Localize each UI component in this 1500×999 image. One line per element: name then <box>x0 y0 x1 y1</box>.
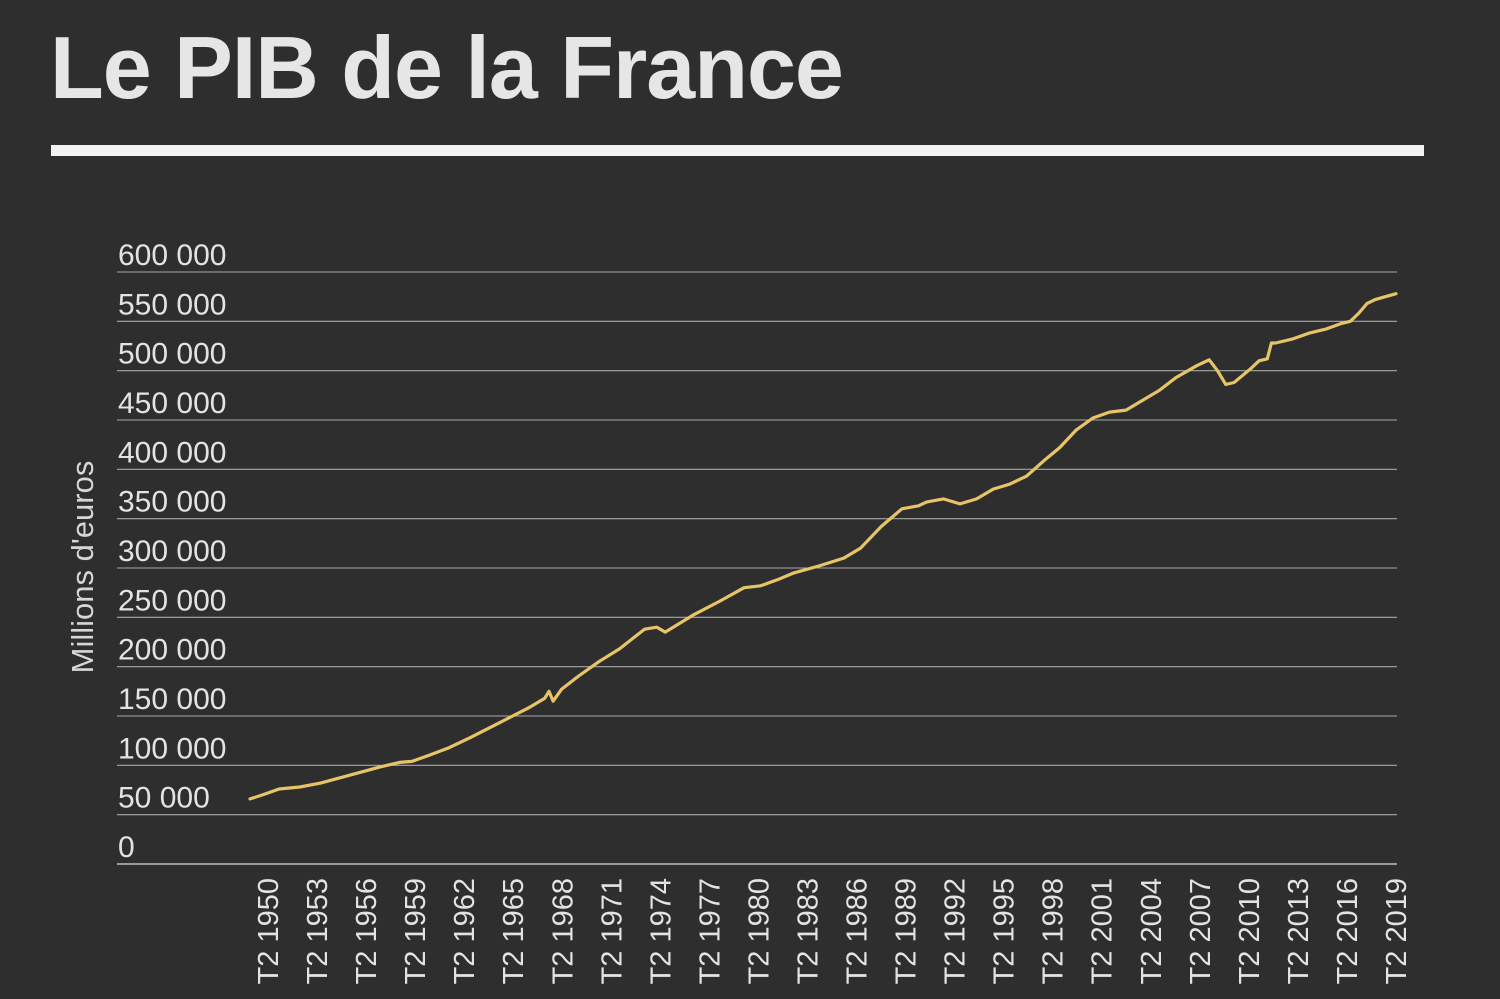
x-tick-label: T2 1953 <box>302 878 334 984</box>
y-tick-label: 400 000 <box>118 436 226 469</box>
x-tick-label: T2 2004 <box>1136 878 1168 984</box>
y-axis-ticks: 0 50 000 100 000 150 000 200 000 250 000 300 0… <box>118 239 226 864</box>
x-tick-label: T2 1965 <box>498 878 530 984</box>
y-tick-label: 500 000 <box>118 338 226 371</box>
gridlines <box>117 271 1397 865</box>
series-group <box>248 292 1398 801</box>
x-tick-label: T2 1962 <box>449 878 481 984</box>
y-tick-label: 250 000 <box>118 584 226 617</box>
x-tick-label: T2 1974 <box>645 878 677 984</box>
y-tick-label: 0 <box>118 831 135 864</box>
x-tick-label: T2 2016 <box>1332 878 1364 984</box>
title-divider <box>51 145 1424 156</box>
y-tick-label: 300 000 <box>118 535 226 568</box>
x-tick-label: T2 1992 <box>940 878 972 984</box>
chart-title: Le PIB de la France <box>50 18 844 117</box>
x-tick-label: T2 1995 <box>989 878 1021 984</box>
x-tick-label: T2 1998 <box>1038 878 1070 984</box>
x-tick-label: T2 1971 <box>596 878 628 984</box>
x-tick-label: T2 1956 <box>351 878 383 984</box>
x-tick-label: T2 1986 <box>842 878 874 984</box>
y-tick-label: 50 000 <box>118 782 210 815</box>
x-axis-ticks: T2 1950 T2 1953 T2 1956 T2 1959 T2 1962 T2 19… <box>253 878 1413 984</box>
x-tick-label: T2 1959 <box>400 878 432 984</box>
y-tick-label: 450 000 <box>118 387 226 420</box>
x-tick-label: T2 1977 <box>694 878 726 984</box>
y-tick-label: 100 000 <box>118 732 226 765</box>
x-tick-label: T2 1950 <box>253 878 285 984</box>
x-tick-label: T2 1989 <box>891 878 923 984</box>
y-tick-label: 150 000 <box>118 683 226 716</box>
y-axis-label: Millions d'euros <box>65 461 100 674</box>
y-tick-label: 200 000 <box>118 634 226 667</box>
gdp-line <box>248 292 1398 801</box>
x-tick-label: T2 1968 <box>547 878 579 984</box>
x-tick-label: T2 2010 <box>1234 878 1266 984</box>
x-tick-label: T2 2001 <box>1087 878 1119 984</box>
x-tick-label: T2 1983 <box>792 878 824 984</box>
y-tick-label: 350 000 <box>118 486 226 519</box>
x-tick-label: T2 2013 <box>1283 878 1315 984</box>
x-tick-label: T2 2007 <box>1185 878 1217 984</box>
y-tick-label: 600 000 <box>118 239 226 272</box>
x-tick-label: T2 2019 <box>1381 878 1413 984</box>
y-tick-label: 550 000 <box>118 288 226 321</box>
x-tick-label: T2 1980 <box>743 878 775 984</box>
